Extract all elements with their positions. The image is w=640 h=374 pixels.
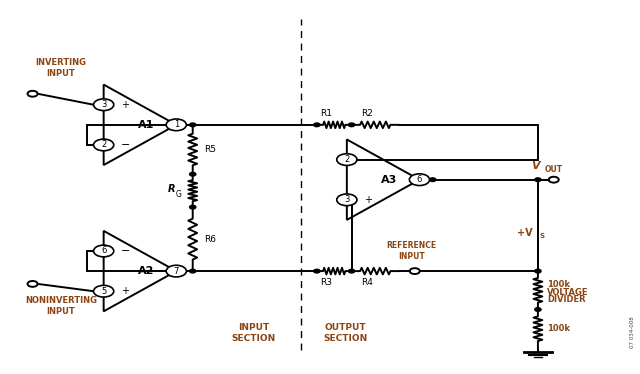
Text: REFERENCE
INPUT: REFERENCE INPUT <box>387 241 436 261</box>
Circle shape <box>189 172 196 176</box>
Circle shape <box>166 119 186 131</box>
Text: R1: R1 <box>320 108 332 118</box>
Circle shape <box>337 194 357 206</box>
Text: DIVIDER: DIVIDER <box>547 295 586 304</box>
Text: 07 034-008: 07 034-008 <box>630 316 635 348</box>
Text: R2: R2 <box>361 108 373 118</box>
Text: 2: 2 <box>344 155 349 164</box>
Text: 1: 1 <box>173 120 179 129</box>
Text: 7: 7 <box>173 267 179 276</box>
Circle shape <box>93 139 114 151</box>
Text: −: − <box>122 140 131 150</box>
Circle shape <box>189 269 196 273</box>
Text: 5: 5 <box>101 287 106 296</box>
Text: 6: 6 <box>101 246 106 255</box>
Text: +: + <box>365 195 372 205</box>
Text: OUTPUT
SECTION: OUTPUT SECTION <box>323 323 367 343</box>
Text: INPUT
SECTION: INPUT SECTION <box>232 323 276 343</box>
Circle shape <box>93 245 114 257</box>
Circle shape <box>189 123 196 127</box>
Text: 3: 3 <box>101 100 106 109</box>
Text: 6: 6 <box>417 175 422 184</box>
Text: 2: 2 <box>101 141 106 150</box>
Text: A1: A1 <box>138 120 154 130</box>
Text: −: − <box>122 246 131 256</box>
Text: R5: R5 <box>204 145 216 154</box>
Circle shape <box>535 269 541 273</box>
Circle shape <box>348 269 355 273</box>
Text: A3: A3 <box>381 175 397 185</box>
Circle shape <box>189 205 196 209</box>
Circle shape <box>314 123 320 127</box>
Circle shape <box>429 178 436 181</box>
Circle shape <box>535 178 541 181</box>
Text: R3: R3 <box>320 278 332 287</box>
Circle shape <box>93 99 114 111</box>
Text: G: G <box>175 190 181 199</box>
Text: A2: A2 <box>138 266 154 276</box>
Text: −: − <box>365 154 374 165</box>
Circle shape <box>337 154 357 165</box>
Circle shape <box>93 285 114 297</box>
Text: +V: +V <box>517 229 533 239</box>
Circle shape <box>535 308 541 311</box>
Text: NONINVERTING
INPUT: NONINVERTING INPUT <box>25 296 97 316</box>
Text: S: S <box>539 233 544 239</box>
Text: 100k: 100k <box>547 324 570 333</box>
Text: +: + <box>122 286 129 296</box>
Circle shape <box>348 123 355 127</box>
Text: R: R <box>168 184 175 194</box>
Text: +: + <box>122 100 129 110</box>
Text: 3: 3 <box>344 195 349 204</box>
Text: INVERTING
INPUT: INVERTING INPUT <box>35 58 86 78</box>
Text: 100k: 100k <box>547 280 570 289</box>
Text: V: V <box>532 161 540 171</box>
Circle shape <box>410 174 429 186</box>
Text: OUT: OUT <box>544 165 563 174</box>
Text: VOLTAGE: VOLTAGE <box>547 288 589 297</box>
Circle shape <box>166 265 186 277</box>
Text: R4: R4 <box>361 278 373 287</box>
Circle shape <box>314 269 320 273</box>
Text: R6: R6 <box>204 234 216 243</box>
